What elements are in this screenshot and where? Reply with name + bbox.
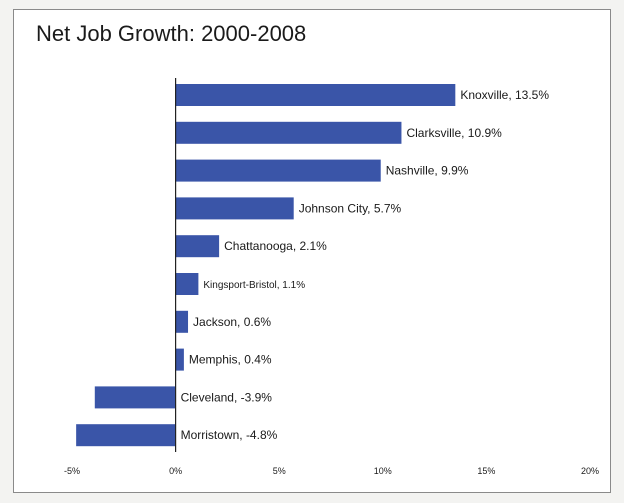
bar-label-morristown: Morristown, -4.8% (181, 428, 278, 442)
bar-jackson (175, 310, 189, 333)
x-tick-label: 0% (169, 466, 182, 476)
bar-kingsport-bristol (175, 273, 199, 295)
bar-cleveland (94, 386, 176, 409)
bar-knoxville (175, 84, 456, 106)
x-tick-label: 20% (581, 466, 599, 476)
bar-nashville (175, 159, 381, 182)
x-tick-label: 15% (477, 466, 495, 476)
bar-clarksville (175, 121, 402, 144)
bar-morristown (76, 424, 176, 447)
bar-label-cleveland: Cleveland, -3.9% (181, 390, 273, 404)
x-axis-ticks: -5% 0% 5% 10% 15% 20% (64, 466, 599, 476)
bar-label-kingsport-bristol: Kingsport-Bristol, 1.1% (203, 280, 305, 291)
bar-label-clarksville: Clarksville, 10.9% (406, 126, 502, 140)
bar-label-nashville: Nashville, 9.9% (386, 164, 469, 178)
bar-label-knoxville: Knoxville, 13.5% (460, 88, 549, 102)
x-tick-label: 5% (273, 466, 286, 476)
x-tick-label: 10% (374, 466, 392, 476)
x-tick-label: -5% (64, 466, 80, 476)
labels-layer: Knoxville, 13.5% Clarksville, 10.9% Nashvi… (181, 88, 550, 442)
bar-label-memphis: Memphis, 0.4% (189, 353, 272, 367)
bar-label-johnson-city: Johnson City, 5.7% (299, 201, 402, 215)
bar-label-jackson: Jackson, 0.6% (193, 315, 271, 329)
bar-memphis (175, 348, 184, 371)
bar-label-chattanooga: Chattanooga, 2.1% (224, 239, 327, 253)
chart-title: Net Job Growth: 2000-2008 (36, 21, 307, 46)
bars-layer (76, 84, 456, 447)
bar-johnson-city (175, 197, 294, 220)
bar-chattanooga (175, 235, 220, 258)
